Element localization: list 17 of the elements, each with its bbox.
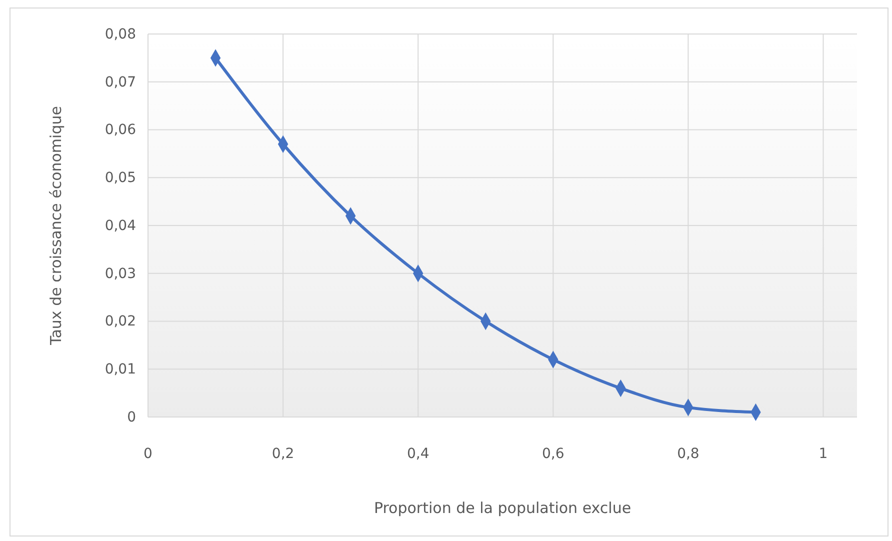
x-tick-label: 0 [144, 446, 152, 462]
x-tick-label: 0,8 [677, 446, 700, 462]
x-axis-title: Proportion de la population exclue [374, 499, 632, 517]
y-tick-label: 0,07 [104, 74, 136, 90]
y-tick-label: 0,01 [104, 362, 136, 378]
x-tick-label: 1 [818, 446, 828, 462]
y-tick-label: 0,03 [104, 266, 136, 282]
y-tick-label: 0,04 [104, 218, 136, 234]
x-tick-label: 0,4 [406, 446, 430, 462]
y-tick-label: 0 [127, 409, 136, 426]
y-tick-label: 0,05 [104, 170, 136, 186]
y-axis-title: Taux de croissance économique [47, 106, 65, 346]
y-tick-label: 0,08 [104, 26, 136, 42]
y-tick-label: 0,06 [104, 122, 136, 138]
x-tick-label: 0,2 [272, 446, 294, 462]
x-tick-label: 0,6 [542, 446, 564, 462]
y-tick-label: 0,02 [104, 314, 136, 330]
